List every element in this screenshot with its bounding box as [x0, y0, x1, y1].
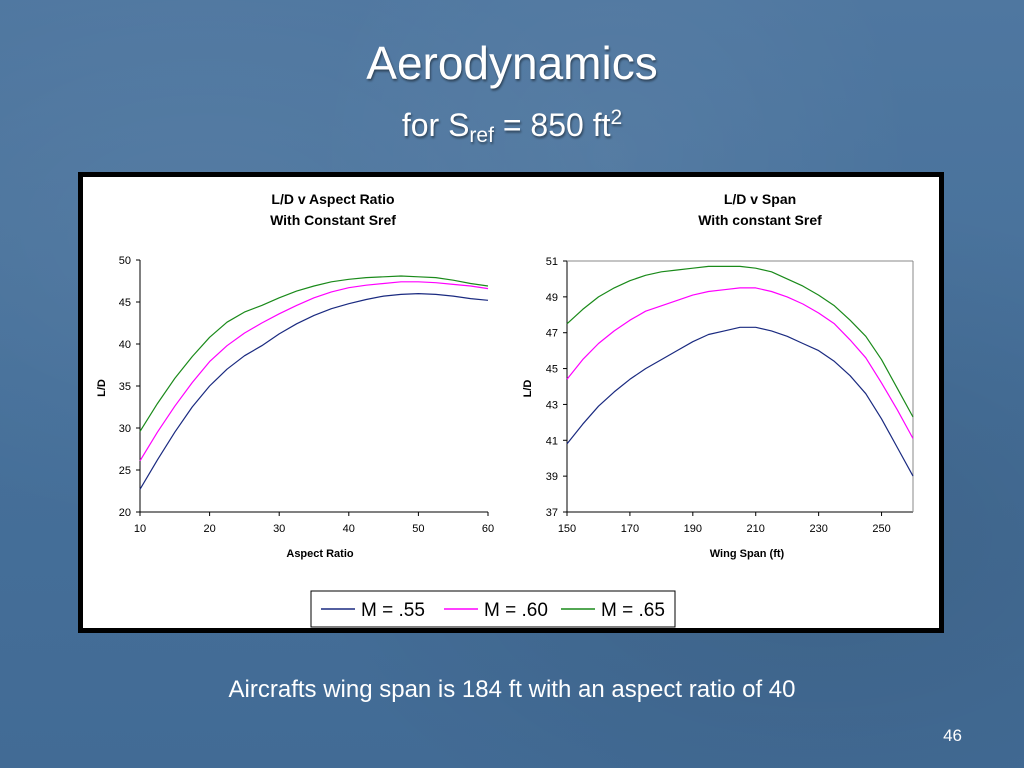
- chart2-x-axis-label: Wing Span (ft): [710, 548, 785, 560]
- chart2-x-tick-label: 150: [558, 523, 576, 535]
- chart2-title: L/D v Span: [724, 191, 796, 207]
- chart1-x-tick-label: 20: [203, 523, 215, 535]
- chart1-y-tick-label: 50: [119, 255, 131, 267]
- chart1-series-line-3: [139, 275, 489, 432]
- chart2-x-tick-label: 210: [747, 523, 765, 535]
- chart1-y-tick-label: 30: [119, 423, 131, 435]
- chart1-title: L/D v Aspect Ratio: [271, 191, 394, 207]
- subtitle-mid: = 850 ft: [493, 107, 611, 143]
- chart1-subtitle: With Constant Sref: [270, 212, 396, 228]
- chart2-series-line-3: [566, 265, 914, 418]
- chart2-x-tick-label: 250: [872, 523, 890, 535]
- slide-caption: Aircrafts wing span is 184 ft with an as…: [228, 676, 796, 703]
- chart2-y-tick-label: 45: [546, 364, 558, 376]
- chart2-x-tick-label: 190: [684, 523, 702, 535]
- chart2-subtitle: With constant Sref: [698, 212, 822, 228]
- subtitle-prefix: for S: [401, 107, 470, 143]
- chart1-x-tick-label: 40: [343, 523, 355, 535]
- chart2-y-tick-label: 49: [546, 292, 558, 304]
- chart2-y-tick-label: 37: [546, 507, 558, 519]
- subtitle-subscript: ref: [469, 124, 494, 147]
- chart1-series-line-2: [139, 281, 489, 462]
- chart2-y-tick-label: 39: [546, 471, 558, 483]
- chart1-x-tick-label: 10: [134, 523, 146, 535]
- chart2-y-axis-label: L/D: [522, 380, 534, 398]
- charts-svg: L/D v Aspect Ratio With Constant Sref 20 25…: [96, 191, 914, 628]
- chart1-y-tick-label: 20: [119, 507, 131, 519]
- chart2-x-tick-label: 230: [809, 523, 827, 535]
- chart1-y-axis-label: L/D: [96, 379, 108, 397]
- chart1-x-tick-label: 50: [412, 523, 424, 535]
- chart1-y-tick-label: 45: [119, 297, 131, 309]
- chart1-series-line-1: [139, 292, 489, 490]
- chart1-y-tick-label: 40: [119, 339, 131, 351]
- chart2-x-tick-label: 170: [621, 523, 639, 535]
- legend-label-3: M = .65: [601, 600, 665, 621]
- chart1-y-tick-label: 25: [119, 465, 131, 477]
- chart2-y-tick-label: 47: [546, 328, 558, 340]
- slide-title: Aerodynamics: [366, 37, 658, 89]
- chart1-y-tick-label: 35: [119, 381, 131, 393]
- chart1-x-tick-label: 30: [273, 523, 285, 535]
- chart2-series-line-1: [566, 326, 914, 477]
- legend-label-1: M = .55: [361, 600, 425, 621]
- chart2-y-tick-label: 43: [546, 399, 558, 411]
- chart2-series-line-2: [566, 287, 914, 439]
- legend-label-2: M = .60: [484, 600, 548, 621]
- chart-panel: L/D v Aspect Ratio With Constant Sref 20 25…: [78, 172, 944, 633]
- page-number: 46: [943, 726, 962, 745]
- subtitle-superscript: 2: [610, 106, 623, 129]
- chart2-y-tick-label: 51: [546, 256, 558, 268]
- legend-box: [310, 590, 676, 628]
- chart1-x-axis-label: Aspect Ratio: [286, 548, 354, 560]
- chart1-x-tick-label: 60: [482, 523, 494, 535]
- slide-subtitle: for Sref = 850 ft2: [0, 98, 1024, 156]
- chart2-y-tick-label: 41: [546, 435, 558, 447]
